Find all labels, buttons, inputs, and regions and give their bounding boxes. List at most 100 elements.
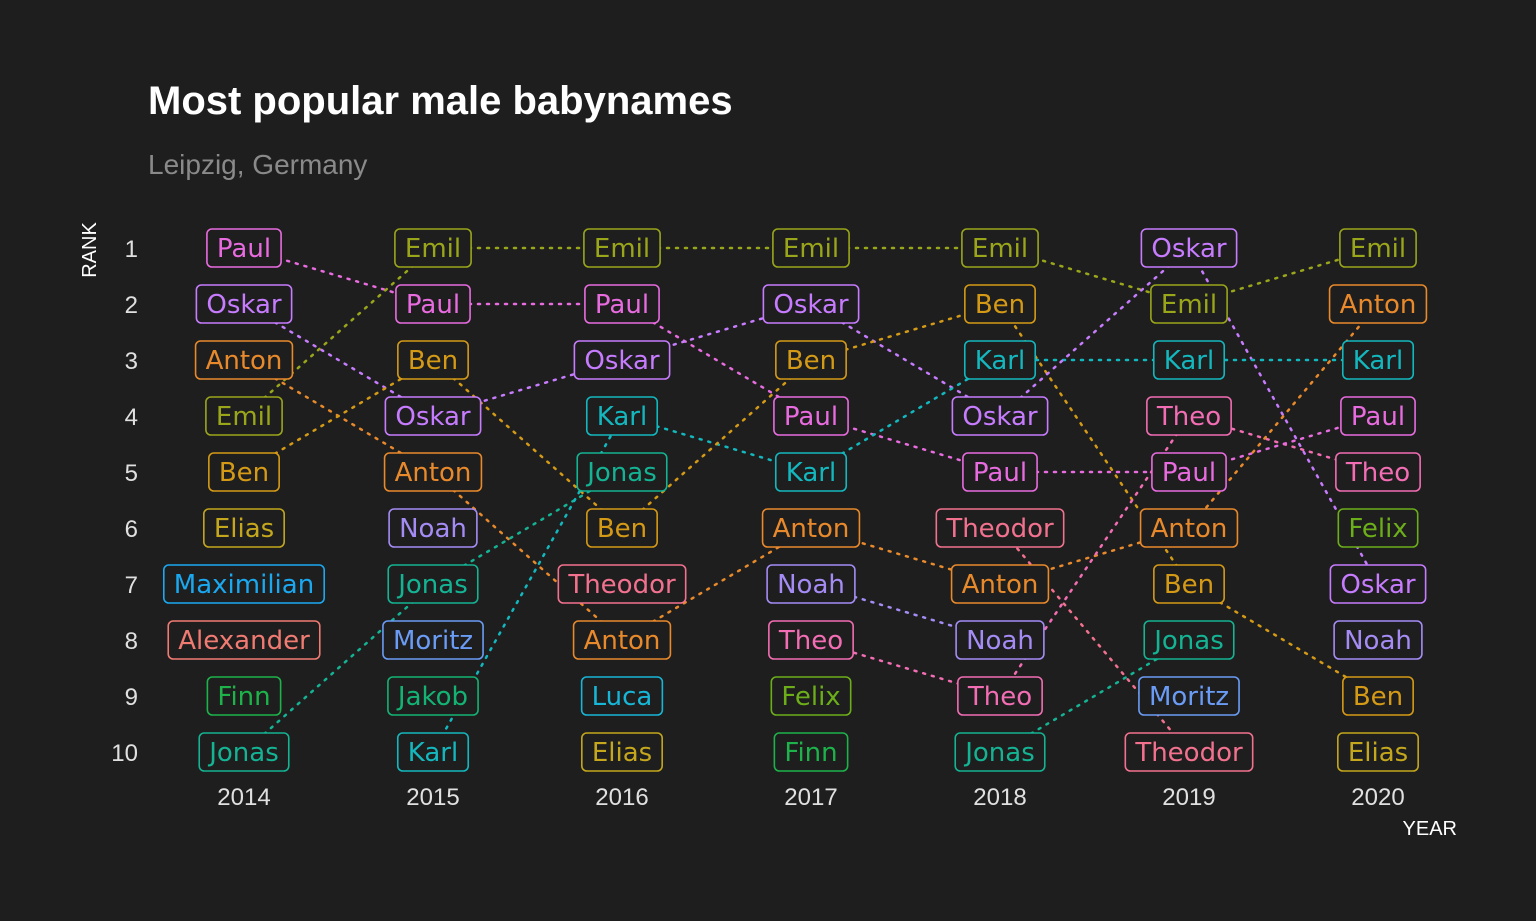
- name-label-karl: Karl: [1341, 340, 1415, 380]
- name-box: [773, 396, 849, 436]
- name-box: [586, 508, 658, 548]
- name-box: [208, 452, 280, 492]
- name-text: Paul: [595, 290, 649, 320]
- name-text: Theo: [1156, 402, 1221, 432]
- name-box: [206, 228, 282, 268]
- name-box: [963, 340, 1037, 380]
- name-label-moritz: Moritz: [1138, 676, 1240, 716]
- name-box: [766, 564, 856, 604]
- name-label-anton: Anton: [383, 452, 483, 492]
- year-tick-label: 2020: [1351, 784, 1404, 811]
- name-text: Emil: [783, 234, 839, 264]
- name-text: Theo: [778, 626, 843, 656]
- name-box: [761, 508, 861, 548]
- name-label-ben: Ben: [1153, 564, 1225, 604]
- name-text: Oskar: [206, 290, 282, 320]
- rank-tick-label: 1: [125, 236, 138, 263]
- name-text: Alexander: [178, 626, 310, 656]
- name-text: Karl: [1164, 346, 1214, 376]
- name-text: Oskar: [584, 346, 660, 376]
- name-label-theodor: Theodor: [557, 564, 687, 604]
- name-text: Oskar: [1151, 234, 1227, 264]
- y-axis-label: RANK: [79, 222, 101, 278]
- chart-subtitle: Leipzig, Germany: [148, 149, 367, 180]
- name-text: Ben: [975, 290, 1025, 320]
- name-text: Jonas: [963, 738, 1035, 768]
- name-box: [1146, 396, 1232, 436]
- name-text: Karl: [1353, 346, 1403, 376]
- rank-tick-label: 10: [111, 740, 138, 767]
- name-label-emil: Emil: [1150, 284, 1228, 324]
- name-text: Jonas: [207, 738, 279, 768]
- name-text: Theo: [967, 682, 1032, 712]
- connector-anton: [431, 470, 624, 642]
- name-label-oskar: Oskar: [762, 284, 860, 324]
- name-label-luca: Luca: [580, 676, 664, 716]
- name-text: Felix: [1348, 514, 1407, 544]
- name-text: Oskar: [962, 402, 1038, 432]
- name-text: Anton: [206, 346, 283, 376]
- name-box: [955, 620, 1045, 660]
- name-box: [584, 284, 660, 324]
- name-box: [1339, 228, 1417, 268]
- name-label-oskar: Oskar: [573, 340, 671, 380]
- name-box: [1139, 508, 1239, 548]
- name-box: [1138, 676, 1240, 716]
- name-text: Elias: [592, 738, 652, 768]
- name-box: [585, 396, 659, 436]
- name-text: Ben: [219, 458, 269, 488]
- name-text: Theodor: [1134, 738, 1243, 768]
- name-box: [1124, 732, 1254, 772]
- year-tick-label: 2016: [595, 784, 648, 811]
- name-label-anton: Anton: [1328, 284, 1428, 324]
- name-box: [581, 732, 663, 772]
- x-axis-label: YEAR: [1403, 818, 1457, 840]
- year-tick-label: 2015: [406, 784, 459, 811]
- name-label-paul: Paul: [584, 284, 660, 324]
- name-box: [388, 508, 478, 548]
- name-label-ben: Ben: [208, 452, 280, 492]
- name-box: [394, 228, 472, 268]
- name-text: Theodor: [567, 570, 676, 600]
- name-label-emil: Emil: [772, 228, 850, 268]
- name-label-elias: Elias: [203, 508, 285, 548]
- name-label-ben: Ben: [1342, 676, 1414, 716]
- rank-tick-label: 2: [125, 292, 138, 319]
- name-text: Emil: [405, 234, 461, 264]
- name-label-karl: Karl: [396, 732, 470, 772]
- name-text: Elias: [1348, 738, 1408, 768]
- name-box: [954, 732, 1046, 772]
- name-text: Oskar: [1340, 570, 1416, 600]
- name-box: [770, 676, 852, 716]
- name-text: Paul: [973, 458, 1027, 488]
- name-text: Anton: [773, 514, 850, 544]
- name-label-noah: Noah: [766, 564, 856, 604]
- name-label-oskar: Oskar: [1329, 564, 1427, 604]
- name-text: Noah: [1344, 626, 1412, 656]
- name-label-felix: Felix: [1337, 508, 1419, 548]
- name-box: [774, 452, 848, 492]
- name-label-finn: Finn: [773, 732, 849, 772]
- name-text: Anton: [1151, 514, 1228, 544]
- name-box: [194, 340, 294, 380]
- rank-ticks: 1 2 3 4 5 6 7 8 9 10: [111, 236, 138, 767]
- name-box: [1143, 620, 1235, 660]
- name-label-elias: Elias: [581, 732, 663, 772]
- name-label-theo: Theo: [1146, 396, 1232, 436]
- year-tick-label: 2018: [973, 784, 1026, 811]
- name-text: Anton: [962, 570, 1039, 600]
- name-label-oskar: Oskar: [951, 396, 1049, 436]
- name-box: [384, 396, 482, 436]
- name-box: [387, 676, 479, 716]
- name-text: Jonas: [396, 570, 468, 600]
- name-label-anton: Anton: [1139, 508, 1239, 548]
- name-box: [1341, 340, 1415, 380]
- name-label-jonas: Jonas: [387, 564, 479, 604]
- name-box: [396, 732, 470, 772]
- name-label-moritz: Moritz: [382, 620, 484, 660]
- name-box: [163, 564, 325, 604]
- name-box: [572, 620, 672, 660]
- name-label-jonas: Jonas: [1143, 620, 1235, 660]
- rank-tick-label: 8: [125, 628, 138, 655]
- name-box: [1151, 452, 1227, 492]
